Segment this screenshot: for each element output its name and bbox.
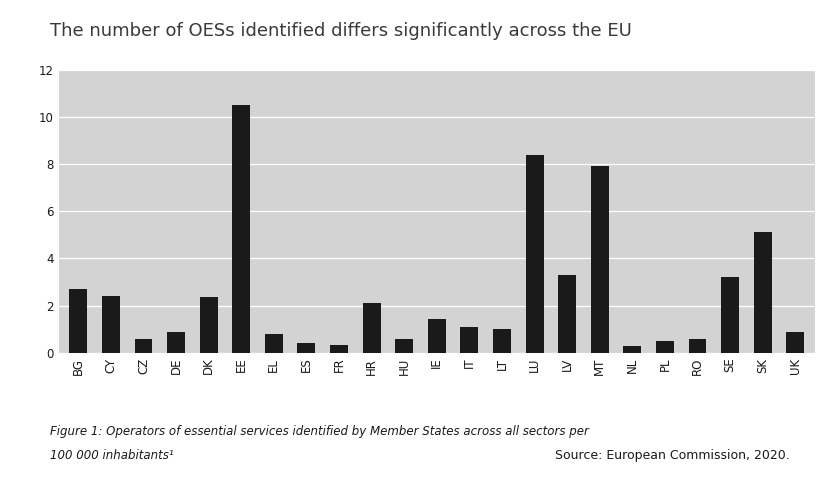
Bar [460, 327, 478, 353]
Bar [297, 343, 315, 353]
Text: The number of OESs identified differs significantly across the EU: The number of OESs identified differs si… [50, 22, 633, 40]
Text: Figure 1: Operators of essential services identified by Member States across all: Figure 1: Operators of essential service… [50, 425, 590, 438]
Bar [363, 303, 381, 353]
Bar [689, 339, 706, 353]
Bar [102, 296, 120, 353]
Bar [167, 332, 185, 353]
Bar [591, 167, 609, 353]
Bar [753, 232, 772, 353]
Bar [200, 297, 218, 353]
Bar [134, 339, 153, 353]
Bar [428, 319, 446, 353]
Bar [656, 341, 674, 353]
Bar [493, 329, 511, 353]
Bar [265, 334, 283, 353]
Text: Source: European Commission, 2020.: Source: European Commission, 2020. [555, 449, 790, 462]
Bar [396, 339, 413, 353]
Bar [559, 275, 576, 353]
Bar [70, 289, 87, 353]
Bar [526, 155, 543, 353]
Bar [330, 345, 348, 353]
Bar [233, 105, 250, 353]
Bar [786, 332, 804, 353]
Bar [721, 277, 739, 353]
Text: 100 000 inhabitants¹: 100 000 inhabitants¹ [50, 449, 174, 462]
Bar [623, 346, 641, 353]
